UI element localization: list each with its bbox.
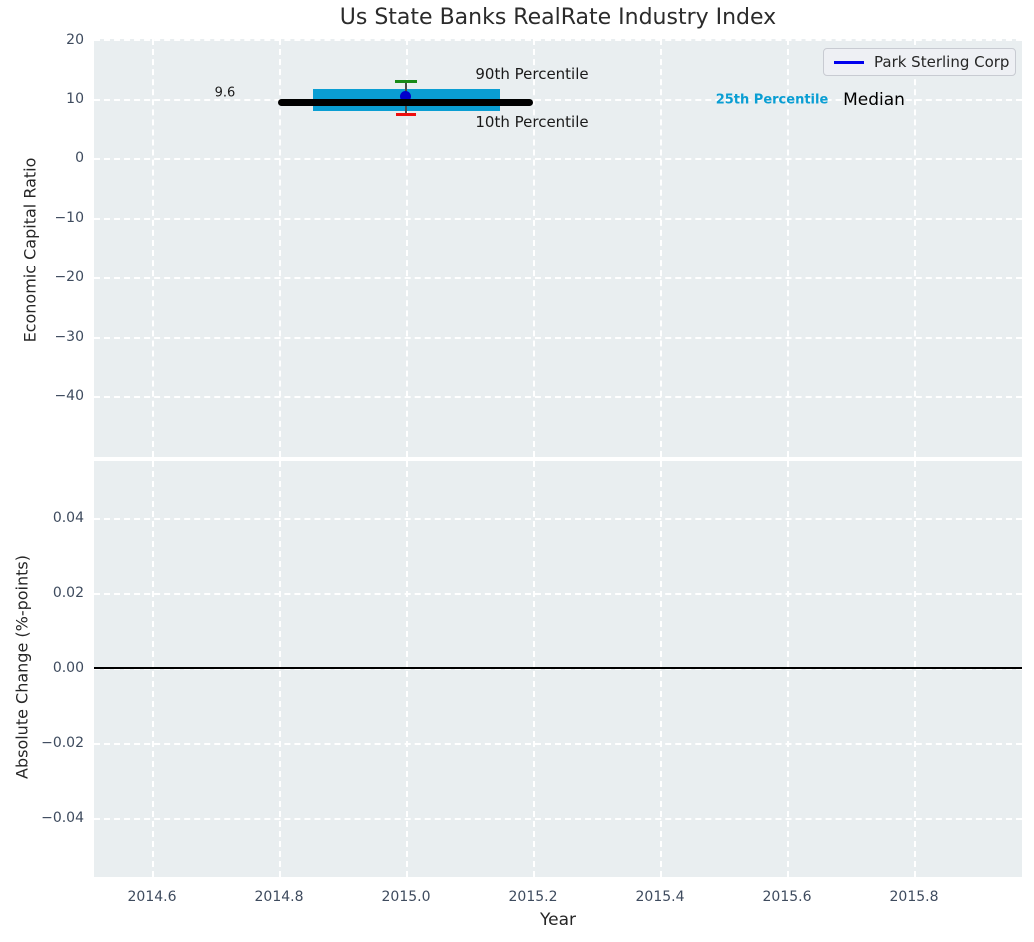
x-tick-label: 2014.8 xyxy=(254,889,304,905)
gridline xyxy=(94,818,1022,820)
y-tick-label: 10 xyxy=(66,91,84,107)
gridline xyxy=(152,39,154,457)
y-tick-label: 0.00 xyxy=(52,660,84,676)
median-line xyxy=(278,99,533,106)
gridline xyxy=(914,461,916,877)
gridline xyxy=(279,461,281,877)
annotation-value: 9.6 xyxy=(214,85,236,101)
gridline xyxy=(94,396,1022,398)
y-tick-label: 0.04 xyxy=(52,510,84,526)
y-tick-label: −10 xyxy=(54,210,84,226)
zero-line xyxy=(94,667,1022,669)
gridline xyxy=(94,743,1022,745)
gridline xyxy=(533,461,535,877)
y-axis-label-top: Economic Capital Ratio xyxy=(20,157,40,343)
y-tick-label: −30 xyxy=(54,329,84,345)
legend: Park Sterling Corp xyxy=(823,48,1016,76)
annotation-25th-percentile: 25th Percentile xyxy=(715,92,829,108)
gridline xyxy=(787,39,789,457)
gridline xyxy=(94,39,1022,41)
gridline xyxy=(787,461,789,877)
annotation-90th-percentile: 90th Percentile xyxy=(475,65,589,83)
gridline xyxy=(94,518,1022,520)
legend-label: Park Sterling Corp xyxy=(874,53,1010,71)
gridline xyxy=(406,39,408,457)
gridline xyxy=(660,39,662,457)
annotation-10th-percentile: 10th Percentile xyxy=(475,113,589,131)
p90-whisker-cap xyxy=(395,80,417,83)
annotation-median: Median xyxy=(843,90,905,110)
gridline xyxy=(94,337,1022,339)
company-marker xyxy=(400,91,411,102)
gridline xyxy=(279,39,281,457)
gridline xyxy=(533,39,535,457)
x-tick-label: 2015.6 xyxy=(762,889,812,905)
gridline xyxy=(94,158,1022,160)
gridline xyxy=(94,218,1022,220)
x-tick-label: 2015.2 xyxy=(508,889,558,905)
y-tick-label: 0 xyxy=(75,150,84,166)
gridline xyxy=(94,593,1022,595)
x-tick-label: 2015.0 xyxy=(381,889,431,905)
gridline xyxy=(94,277,1022,279)
y-tick-label: 20 xyxy=(66,32,84,48)
chart-title: Us State Banks RealRate Industry Index xyxy=(339,5,777,30)
gridline xyxy=(660,461,662,877)
gridline xyxy=(914,39,916,457)
top-axes: 9.6 90th Percentile 10th Percentile 25th… xyxy=(94,39,1022,457)
y-tick-label: −40 xyxy=(54,388,84,404)
x-tick-label: 2015.8 xyxy=(889,889,939,905)
y-axis-label-bottom: Absolute Change (%-points) xyxy=(12,555,32,779)
bottom-axes xyxy=(94,461,1022,877)
gridline xyxy=(152,461,154,877)
legend-line-swatch xyxy=(834,60,864,64)
x-tick-label: 2015.4 xyxy=(635,889,685,905)
x-axis-label: Year xyxy=(540,910,576,930)
x-tick-label: 2014.6 xyxy=(127,889,177,905)
p10-whisker-cap xyxy=(396,113,416,116)
y-tick-label: −0.04 xyxy=(41,810,84,826)
y-tick-label: −0.02 xyxy=(41,735,84,751)
y-tick-label: 0.02 xyxy=(52,585,84,601)
gridline xyxy=(94,99,1022,101)
gridline xyxy=(406,461,408,877)
gridline xyxy=(94,668,1022,670)
y-tick-label: −20 xyxy=(54,269,84,285)
